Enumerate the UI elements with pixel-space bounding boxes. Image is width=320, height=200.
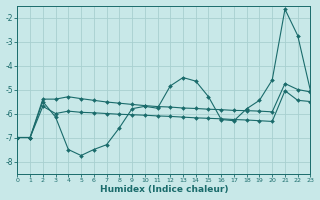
X-axis label: Humidex (Indice chaleur): Humidex (Indice chaleur): [100, 185, 228, 194]
